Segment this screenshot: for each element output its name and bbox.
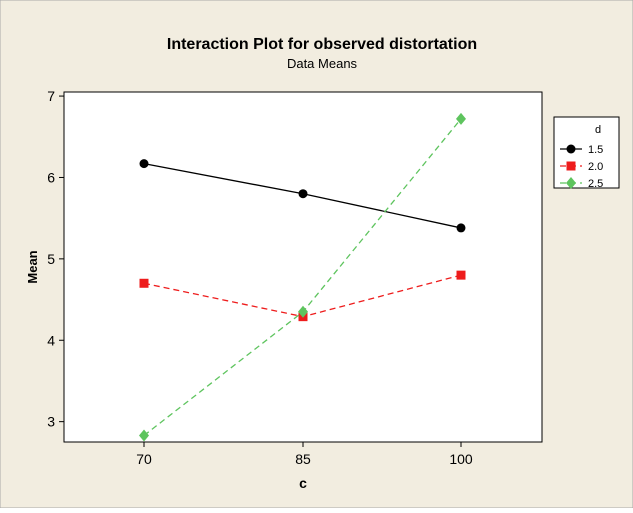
legend-marker-2.5 — [566, 177, 576, 189]
legend-label-2.5: 2.5 — [588, 178, 603, 190]
y-tick-label: 4 — [47, 332, 55, 348]
legend-label-2.0: 2.0 — [588, 161, 603, 173]
x-axis-label: c — [299, 475, 307, 491]
y-tick-label: 7 — [47, 88, 55, 104]
x-tick-label: 100 — [449, 451, 473, 467]
x-tick-label: 85 — [295, 451, 311, 467]
data-point-1.5-85 — [298, 189, 308, 199]
legend: d 1.5 2.0 2.5 — [553, 116, 620, 190]
data-point-1.5-100 — [456, 223, 466, 233]
data-point-2.5-100 — [456, 112, 466, 125]
y-tick-label: 6 — [47, 169, 55, 185]
data-point-2.5-70 — [139, 429, 149, 442]
y-tick-label: 5 — [47, 251, 55, 267]
legend-marker-1.5 — [566, 144, 576, 154]
legend-label-1.5: 1.5 — [588, 144, 603, 156]
data-point-1.5-70 — [139, 159, 149, 169]
plot-area — [63, 91, 543, 443]
series-layer — [139, 112, 466, 442]
data-point-2.0-100 — [456, 270, 466, 280]
y-axis-label: Mean — [25, 250, 40, 283]
data-point-2.0-70 — [139, 278, 149, 288]
data-point-2.5-85 — [298, 305, 308, 318]
axes: 3 4 5 6 7 70 85 100 — [47, 88, 473, 467]
y-tick-label: 3 — [47, 414, 55, 430]
legend-marker-2.0 — [566, 161, 576, 171]
x-tick-label: 70 — [136, 451, 152, 467]
legend-box — [553, 116, 620, 189]
chart-title: Interaction Plot for observed distortati… — [167, 36, 477, 53]
legend-title: d — [595, 124, 601, 136]
chart-subtitle: Data Means — [287, 56, 358, 71]
